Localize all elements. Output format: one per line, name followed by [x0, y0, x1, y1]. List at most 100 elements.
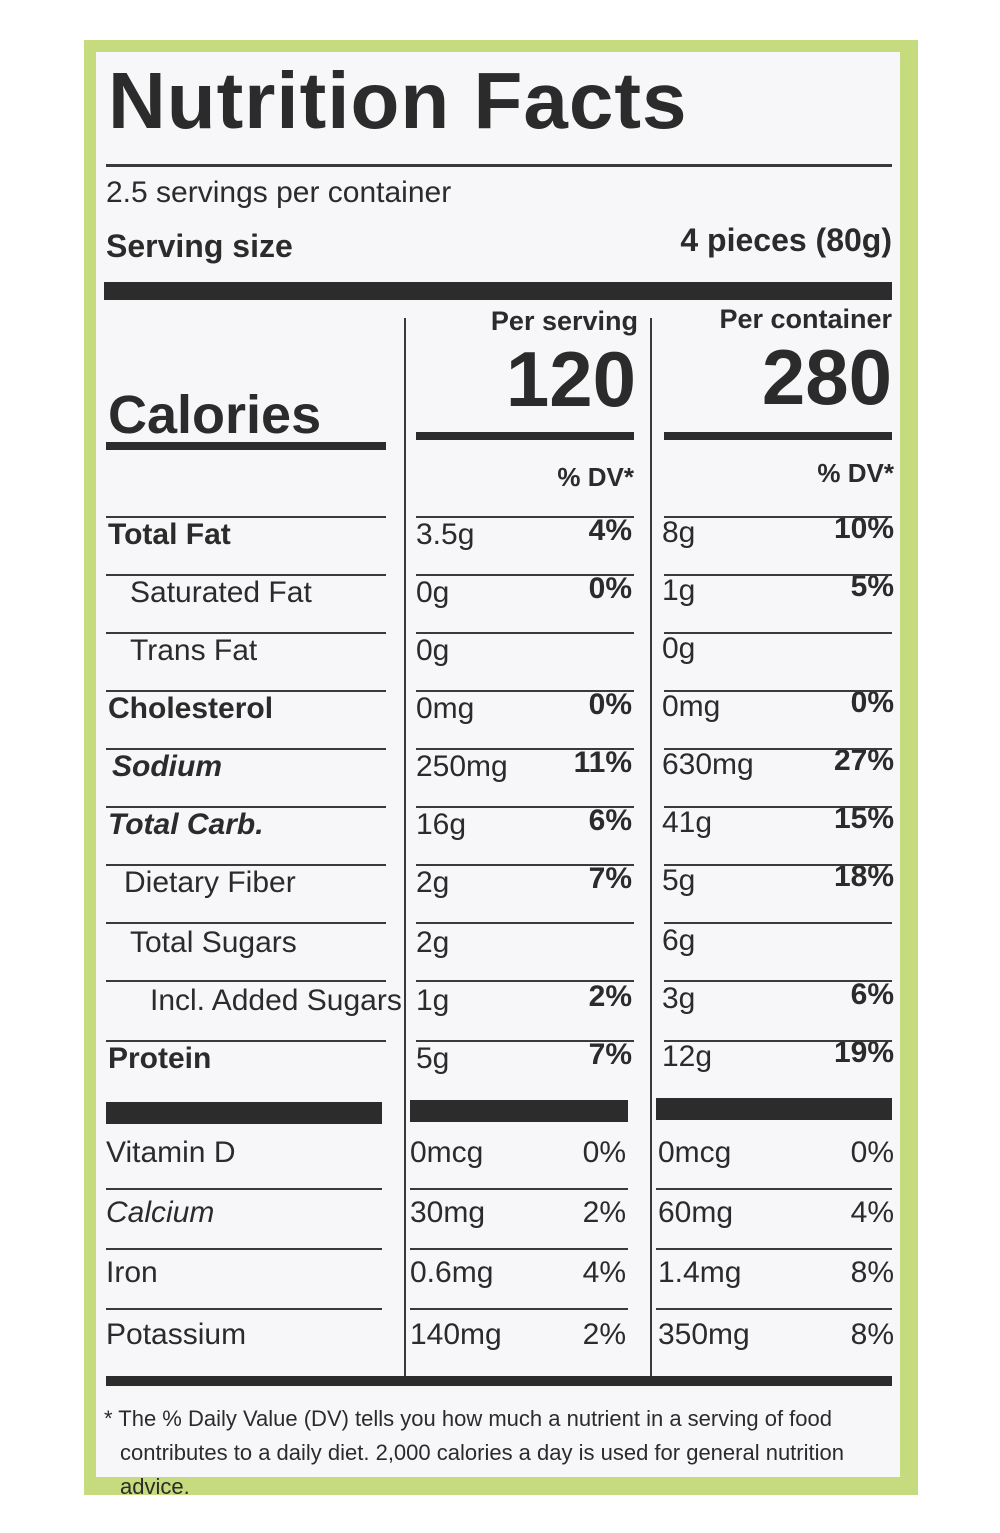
nutrient-name: Trans Fat: [130, 634, 258, 667]
per-container-amount: 12g: [662, 1040, 713, 1073]
per-serving-amount: 30mg: [410, 1196, 486, 1229]
row-separator: [656, 1308, 892, 1310]
row-separator: [416, 748, 634, 750]
column-divider-left: [404, 318, 406, 1376]
row-separator: [416, 806, 634, 808]
per-container-amount: 41g: [662, 806, 713, 839]
per-serving-dv: 6%: [588, 804, 632, 837]
per-container-dv: 0%: [850, 1136, 894, 1169]
row-separator: [106, 748, 386, 750]
per-serving-dv: 7%: [588, 1038, 632, 1071]
per-container-dv: 8%: [850, 1318, 894, 1351]
per-serving-amount: 3.5g: [416, 518, 475, 551]
dv-header-serving: % DV*: [557, 462, 634, 492]
per-serving-dv: 2%: [582, 1196, 626, 1229]
calories-bar-container: [664, 432, 892, 440]
nutrient-name: Saturated Fat: [130, 576, 312, 609]
row-separator: [106, 1040, 386, 1042]
row-separator: [106, 1188, 382, 1190]
per-container-dv: 8%: [850, 1256, 894, 1289]
row-separator: [410, 1248, 628, 1250]
row-separator: [106, 1248, 382, 1250]
row-separator: [664, 690, 892, 692]
footnote-line-1: * The % Daily Value (DV) tells you how m…: [104, 1406, 832, 1431]
per-container-dv: 4%: [850, 1196, 894, 1229]
title-rule: [106, 164, 892, 167]
per-serving-dv: 0%: [588, 572, 632, 605]
per-serving-amount: 0g: [416, 576, 450, 609]
row-separator: [106, 690, 386, 692]
row-separator: [664, 980, 892, 982]
row-separator: [106, 574, 386, 576]
vitamin-bar-container: [656, 1098, 892, 1120]
row-separator: [106, 864, 386, 866]
per-serving-amount: 250mg: [416, 750, 508, 783]
per-container-header: Per container: [719, 304, 892, 334]
per-container-amount: 5g: [662, 864, 696, 897]
row-separator: [106, 806, 386, 808]
per-serving-header: Per serving: [490, 306, 638, 336]
row-separator: [664, 574, 892, 576]
row-separator: [416, 922, 634, 924]
row-separator: [106, 980, 386, 982]
per-container-amount: 1.4mg: [658, 1256, 742, 1289]
row-separator: [656, 1248, 892, 1250]
row-separator: [656, 1188, 892, 1190]
per-container-amount: 3g: [662, 982, 696, 1015]
row-separator: [106, 516, 386, 518]
serving-size-label: Serving size: [106, 228, 293, 264]
servings-per-container: 2.5 servings per container: [106, 176, 452, 209]
row-separator: [416, 1040, 634, 1042]
per-container-amount: 1g: [662, 574, 696, 607]
row-separator: [664, 864, 892, 866]
row-separator: [106, 922, 386, 924]
per-container-amount: 630mg: [662, 748, 754, 781]
per-container-amount: 60mg: [658, 1196, 734, 1229]
per-container-amount: 8g: [662, 516, 696, 549]
row-separator: [664, 632, 892, 634]
nutrient-name: Total Carb.: [108, 808, 264, 841]
row-separator: [416, 632, 634, 634]
vitamin-bar-name: [106, 1102, 382, 1124]
per-serving-amount: 2g: [416, 926, 450, 959]
calories-per-container: 280: [761, 333, 892, 421]
per-container-amount: 0mcg: [658, 1136, 732, 1169]
nutrient-name: Total Sugars: [130, 926, 297, 959]
vitamin-name: Iron: [106, 1256, 158, 1289]
per-container-dv: 6%: [850, 978, 894, 1011]
row-separator: [410, 1188, 628, 1190]
nutrient-name: Protein: [108, 1042, 212, 1075]
per-serving-dv: 4%: [582, 1256, 626, 1289]
calories-label: Calories: [108, 385, 322, 445]
nutrient-name: Total Fat: [108, 518, 231, 551]
per-serving-amount: 2g: [416, 866, 450, 899]
per-serving-amount: 0g: [416, 634, 450, 667]
per-serving-amount: 1g: [416, 984, 450, 1017]
per-container-amount: 6g: [662, 924, 696, 957]
row-separator: [106, 1308, 382, 1310]
serving-size-value: 4 pieces (80g): [680, 222, 892, 258]
row-separator: [410, 1308, 628, 1310]
per-serving-dv: 11%: [573, 746, 632, 779]
column-divider-right: [650, 318, 652, 1376]
footnote: * The % Daily Value (DV) tells you how m…: [104, 1402, 904, 1504]
calories-bar-serving: [416, 432, 634, 440]
per-serving-amount: 0mg: [416, 692, 475, 725]
nutrient-name: Incl. Added Sugars: [150, 984, 402, 1017]
row-separator: [664, 1040, 892, 1042]
per-serving-amount: 0.6mg: [410, 1256, 494, 1289]
row-separator: [416, 980, 634, 982]
per-serving-amount: 0mcg: [410, 1136, 484, 1169]
per-serving-dv: 0%: [582, 1136, 626, 1169]
vitamin-name: Potassium: [106, 1318, 247, 1351]
per-serving-dv: 7%: [588, 862, 632, 895]
per-serving-dv: 4%: [588, 514, 632, 547]
per-serving-amount: 140mg: [410, 1318, 502, 1351]
per-serving-dv: 0%: [588, 688, 632, 721]
row-separator: [416, 864, 634, 866]
calories-per-serving: 120: [505, 335, 636, 423]
label-title: Nutrition Facts: [108, 56, 688, 145]
dv-header-container: % DV*: [817, 458, 894, 488]
row-separator: [416, 574, 634, 576]
footnote-line-2: contributes to a daily diet. 2,000 calor…: [120, 1440, 844, 1499]
